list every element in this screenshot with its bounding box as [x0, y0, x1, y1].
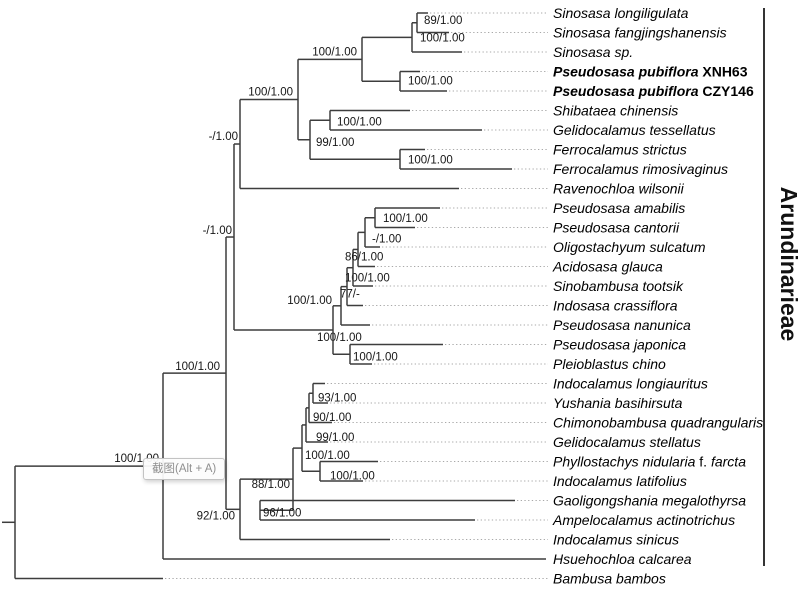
taxon-label-part: Ferrocalamus rimosivaginus: [553, 161, 728, 177]
taxon-label-part: Shibataea chinensis: [553, 103, 678, 119]
taxon-label: Chimonobambusa quadrangularis: [553, 415, 763, 431]
support-label: 90/1.00: [313, 412, 351, 424]
taxon-label: Pseudosasa nanunica: [553, 317, 691, 333]
taxon-label: Gaoligongshania megalothyrsa: [553, 493, 746, 509]
taxon-label-part: Indocalamus longiauritus: [553, 376, 708, 392]
support-label: 100/1.00: [408, 154, 453, 166]
taxon-label-part: Hsuehochloa calcarea: [553, 551, 692, 567]
taxon-label-part: Pseudosasa japonica: [553, 337, 686, 353]
support-label: -/1.00: [372, 233, 401, 245]
taxon-label: Acidosasa glauca: [552, 259, 663, 275]
taxon-label-part: Yushania basihirsuta: [553, 395, 683, 411]
taxon-label-part: Ampelocalamus actinotrichus: [552, 512, 735, 528]
support-label: 100/1.00: [345, 273, 390, 285]
taxon-label: Sinosasa longiligulata: [553, 5, 689, 21]
support-label: 100/1.00: [420, 32, 465, 44]
support-label: 96/1.00: [263, 507, 301, 519]
taxon-label: Hsuehochloa calcarea: [553, 551, 692, 567]
taxon-label-part: Indocalamus latifolius: [553, 473, 687, 489]
taxon-label: Gelidocalamus stellatus: [553, 434, 701, 450]
taxon-label-part: Pseudosasa pubiflora: [553, 83, 702, 99]
taxon-label-part: Indosasa crassiflora: [553, 298, 678, 314]
taxon-label: Pseudosasa amabilis: [553, 200, 685, 216]
taxon-label: Shibataea chinensis: [553, 103, 678, 119]
taxon-label: Pseudosasa japonica: [553, 337, 686, 353]
taxon-label-part: Bambusa bambos: [553, 571, 666, 587]
taxon-label: Ferrocalamus rimosivaginus: [553, 161, 728, 177]
support-label: 92/1.00: [197, 510, 235, 522]
taxon-label-part: Acidosasa glauca: [552, 259, 663, 275]
taxon-label-part: Sinosasa sp.: [553, 44, 633, 60]
taxon-label-part: Oligostachyum sulcatum: [553, 239, 706, 255]
support-label: 100/1.00: [287, 295, 332, 307]
taxon-label-part: CZY146: [702, 83, 754, 99]
support-label: 100/1.00: [408, 75, 453, 87]
taxon-label-part: Pseudosasa cantorii: [553, 220, 680, 236]
support-label: 100/1.00: [312, 46, 357, 58]
taxon-label: Indosasa crassiflora: [553, 298, 678, 314]
taxon-label: Indocalamus longiauritus: [553, 376, 708, 392]
support-label: 99/1.00: [316, 137, 354, 149]
taxon-label: Ravenochloa wilsonii: [553, 181, 685, 197]
screenshot-tooltip: 截图(Alt + A): [143, 458, 226, 480]
support-label: 100/1.00: [175, 361, 220, 373]
taxon-label: Sinosasa fangjingshanensis: [553, 25, 727, 41]
taxon-label-part: Gaoligongshania megalothyrsa: [553, 493, 746, 509]
taxon-label-part: Sinosasa fangjingshanensis: [553, 25, 727, 41]
taxon-label: Indocalamus sinicus: [553, 532, 679, 548]
support-label: 100/1.00: [248, 87, 293, 99]
support-label: 100/1.00: [337, 116, 382, 128]
support-label: 100/1.00: [353, 351, 398, 363]
taxon-label: Gelidocalamus tessellatus: [553, 122, 716, 138]
taxon-label: Pseudosasa pubiflora CZY146: [553, 83, 754, 99]
taxon-label-part: Pseudosasa pubiflora: [553, 64, 702, 80]
tree-branches-layer: 100/1.00 100/1.00 -/1.00 -/1.00 100/1.00 100/…: [2, 5, 763, 587]
taxon-label-part: Phyllostachys nidularia: [553, 454, 699, 470]
taxon-label: Bambusa bambos: [553, 571, 666, 587]
taxon-label: Oligostachyum sulcatum: [553, 239, 706, 255]
taxon-label: Pseudosasa cantorii: [553, 220, 680, 236]
support-label: 77/-: [340, 289, 360, 301]
taxon-label-part: farcta: [711, 454, 746, 470]
taxon-label: Pleioblastus chino: [553, 356, 666, 372]
taxon-label-part: Pleioblastus chino: [553, 356, 666, 372]
taxon-label: Indocalamus latifolius: [553, 473, 687, 489]
taxon-label-part: Sinosasa longiligulata: [553, 5, 689, 21]
support-label: 100/1.00: [383, 213, 428, 225]
taxon-label-part: XNH63: [702, 64, 747, 80]
taxon-label-part: Ravenochloa wilsonii: [553, 181, 685, 197]
arundinarieae-clade-label: Arundinarieae: [776, 187, 800, 342]
support-label: 86/1.00: [345, 251, 383, 263]
taxon-label-part: Ferrocalamus strictus: [553, 142, 687, 158]
support-label: -/1.00: [203, 225, 232, 237]
taxon-label-part: Pseudosasa nanunica: [553, 317, 691, 333]
support-label: 99/1.00: [316, 432, 354, 444]
support-label: 88/1.00: [252, 479, 290, 491]
taxon-label: Ampelocalamus actinotrichus: [552, 512, 735, 528]
support-label: 100/1.00: [305, 450, 350, 462]
support-label: 93/1.00: [318, 392, 356, 404]
taxon-label: Sinobambusa tootsik: [553, 278, 684, 294]
taxon-label-part: Sinobambusa tootsik: [553, 278, 684, 294]
taxon-label-part: Pseudosasa amabilis: [553, 200, 685, 216]
taxon-label-part: f.: [699, 454, 711, 470]
support-label: -/1.00: [209, 131, 238, 143]
taxon-label: Pseudosasa pubiflora XNH63: [553, 64, 748, 80]
taxon-label-part: Gelidocalamus tessellatus: [553, 122, 716, 138]
taxon-label: Phyllostachys nidularia f. farcta: [553, 454, 746, 470]
taxon-label: Ferrocalamus strictus: [553, 142, 687, 158]
taxon-label: Yushania basihirsuta: [553, 395, 683, 411]
support-label: 100/1.00: [330, 470, 375, 482]
taxon-label-part: Indocalamus sinicus: [553, 532, 679, 548]
support-label: 89/1.00: [424, 15, 462, 27]
taxon-label-part: Gelidocalamus stellatus: [553, 434, 701, 450]
taxon-label-part: Chimonobambusa quadrangularis: [553, 415, 763, 431]
taxon-label: Sinosasa sp.: [553, 44, 633, 60]
support-label: 100/1.00: [317, 332, 362, 344]
